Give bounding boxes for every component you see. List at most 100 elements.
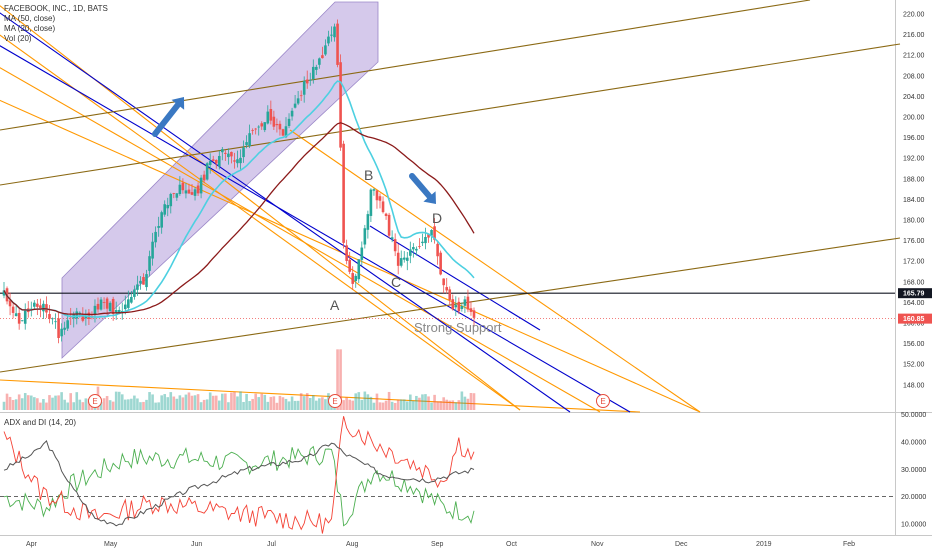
candle-body xyxy=(63,327,66,330)
candle-body xyxy=(75,311,79,319)
candle-body xyxy=(102,302,106,303)
time-tick-label: Aug xyxy=(346,541,359,548)
candle-body xyxy=(93,305,97,315)
annotation-layer: A B C D Strong Support E E E xyxy=(88,97,610,408)
candle-body xyxy=(296,98,300,104)
candle-body xyxy=(23,310,27,324)
blue-channel-line xyxy=(0,45,631,413)
volume-bar xyxy=(315,400,318,410)
volume-bar xyxy=(108,400,112,410)
volume-bar xyxy=(105,396,109,410)
candle-body xyxy=(324,45,327,55)
candle-body xyxy=(284,126,288,138)
candle-body xyxy=(84,315,88,319)
candle-body xyxy=(272,116,276,127)
di-plus-line xyxy=(3,445,475,527)
candle-body xyxy=(293,103,297,108)
candle-body xyxy=(405,257,409,261)
earnings-marker-label: E xyxy=(92,397,97,406)
volume-bar xyxy=(63,399,66,410)
volume-bar xyxy=(302,396,306,410)
volume-bar xyxy=(17,394,21,410)
volume-bar xyxy=(48,395,51,410)
volume-bar xyxy=(281,397,285,410)
wave-label-c: C xyxy=(391,274,401,290)
candle-body xyxy=(127,299,130,308)
candle-body xyxy=(193,189,197,196)
candle-body xyxy=(369,189,373,216)
price-tick-label: 168.00 xyxy=(903,279,925,286)
candle-body xyxy=(321,55,324,59)
candle-body xyxy=(387,214,391,236)
volume-bar xyxy=(181,397,185,410)
volume-bar xyxy=(363,391,367,410)
candle-body xyxy=(175,193,179,198)
volume-bar xyxy=(393,402,397,410)
volume-bar xyxy=(193,395,197,410)
candle-body xyxy=(157,226,160,228)
volume-bar xyxy=(211,395,215,410)
volume-bar xyxy=(26,395,30,410)
candle-body xyxy=(99,299,103,310)
candle-body xyxy=(254,128,257,130)
time-tick-label: Oct xyxy=(506,541,517,548)
volume-bar xyxy=(66,402,69,410)
price-tick-label: 172.00 xyxy=(903,259,925,266)
volume-bar xyxy=(175,398,179,410)
volume-bar xyxy=(142,401,145,410)
legend-ma20: MA (20, close) xyxy=(4,24,56,33)
volume-bar xyxy=(402,399,406,410)
candle-body xyxy=(196,185,200,194)
candle-body xyxy=(57,318,60,338)
volume-bar xyxy=(245,393,248,410)
adx-tick-label: 30.0000 xyxy=(901,467,926,474)
candle-body xyxy=(163,204,167,215)
volume-bar xyxy=(217,400,221,410)
adx-panel[interactable] xyxy=(0,413,895,535)
volume-bar xyxy=(290,396,294,410)
volume-bar xyxy=(133,395,136,410)
candle-body xyxy=(327,36,330,44)
candle-body xyxy=(123,304,127,310)
volume-bar xyxy=(54,395,57,410)
drawing-layer-trendlines xyxy=(0,0,901,413)
volume-bar xyxy=(284,398,288,410)
volume-bar xyxy=(242,401,245,410)
volume-bar xyxy=(111,401,115,410)
volume-bar xyxy=(257,397,261,410)
candle-body xyxy=(396,252,400,266)
candle-body xyxy=(178,184,182,194)
price-tick-label: 188.00 xyxy=(903,176,925,183)
candle-body xyxy=(20,320,24,322)
orange-fan-line xyxy=(289,129,701,413)
volume-bar xyxy=(78,399,82,410)
candle-body xyxy=(105,298,109,309)
price-tick-label: 220.00 xyxy=(903,12,925,19)
price-tick-label: 148.00 xyxy=(903,382,925,389)
candle-body xyxy=(266,111,270,124)
legend-ma50: MA (50, close) xyxy=(4,14,56,23)
volume-bar xyxy=(154,402,157,410)
volume-bar xyxy=(390,401,394,410)
candle-body xyxy=(375,190,379,201)
candle-body xyxy=(233,160,236,162)
volume-bar xyxy=(263,394,267,410)
candle-body xyxy=(436,243,439,257)
candle-body xyxy=(251,130,254,131)
volume-bar xyxy=(160,395,163,410)
candle-body xyxy=(181,182,185,191)
volume-bar xyxy=(354,393,358,410)
volume-bar xyxy=(405,401,409,410)
candles-layer xyxy=(2,19,476,344)
volume-bar xyxy=(99,402,103,410)
volume-bar xyxy=(42,399,45,410)
volume-bar xyxy=(169,392,173,410)
candle-body xyxy=(348,259,351,272)
adx-layer xyxy=(0,416,895,534)
candle-body xyxy=(224,152,227,154)
candle-body xyxy=(187,189,191,194)
volume-bar xyxy=(339,349,342,410)
candle-body xyxy=(172,193,176,194)
candle-body xyxy=(311,66,315,80)
